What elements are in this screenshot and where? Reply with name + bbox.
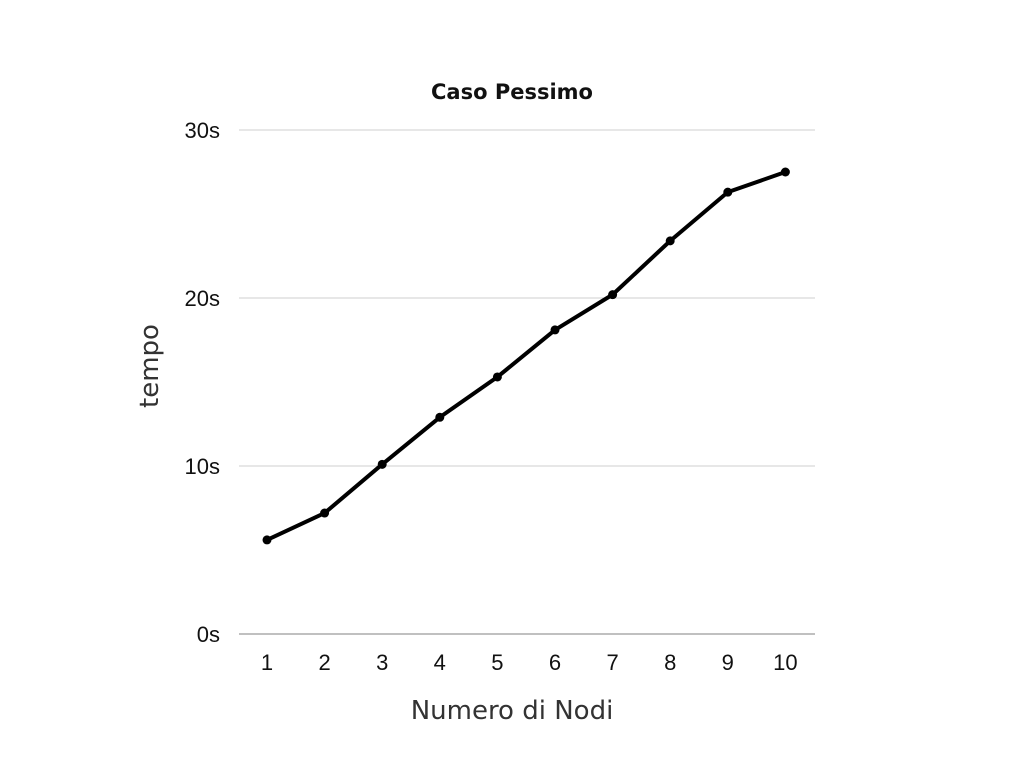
x-tick-label: 1 [261,650,273,675]
x-tick-label: 2 [318,650,330,675]
x-tick-label: 5 [491,650,503,675]
data-point [665,236,675,246]
y-tick-label: 10s [185,454,220,479]
y-tick-label: 0s [197,622,220,647]
x-tick-label: 4 [434,650,446,675]
series-line [265,170,788,542]
y-tick-label: 30s [185,118,220,143]
x-tick-label: 3 [376,650,388,675]
x-tick-label: 8 [664,650,676,675]
x-tick-label: 10 [773,650,797,675]
x-tick-label: 6 [549,650,561,675]
data-point [377,459,387,469]
x-tick-label: 7 [606,650,618,675]
x-tick-label: 9 [722,650,734,675]
data-point [492,372,502,382]
x-axis-label: Numero di Nodi [411,696,614,726]
data-point [435,412,445,422]
y-tick-label: 20s [185,286,220,311]
gridlines [239,129,815,635]
y-axis-ticks: 0s 10s 20s 30s [185,118,220,647]
chart-title: Caso Pessimo [431,80,593,104]
data-point [320,508,330,518]
data-point [262,535,272,545]
data-point [550,325,560,335]
series-layer [262,167,790,545]
data-point [780,167,790,177]
data-point [723,187,733,197]
data-point [608,290,618,300]
x-axis-ticks: 1 2 3 4 5 6 7 8 9 10 [261,650,798,675]
y-axis-label: tempo [135,324,165,408]
